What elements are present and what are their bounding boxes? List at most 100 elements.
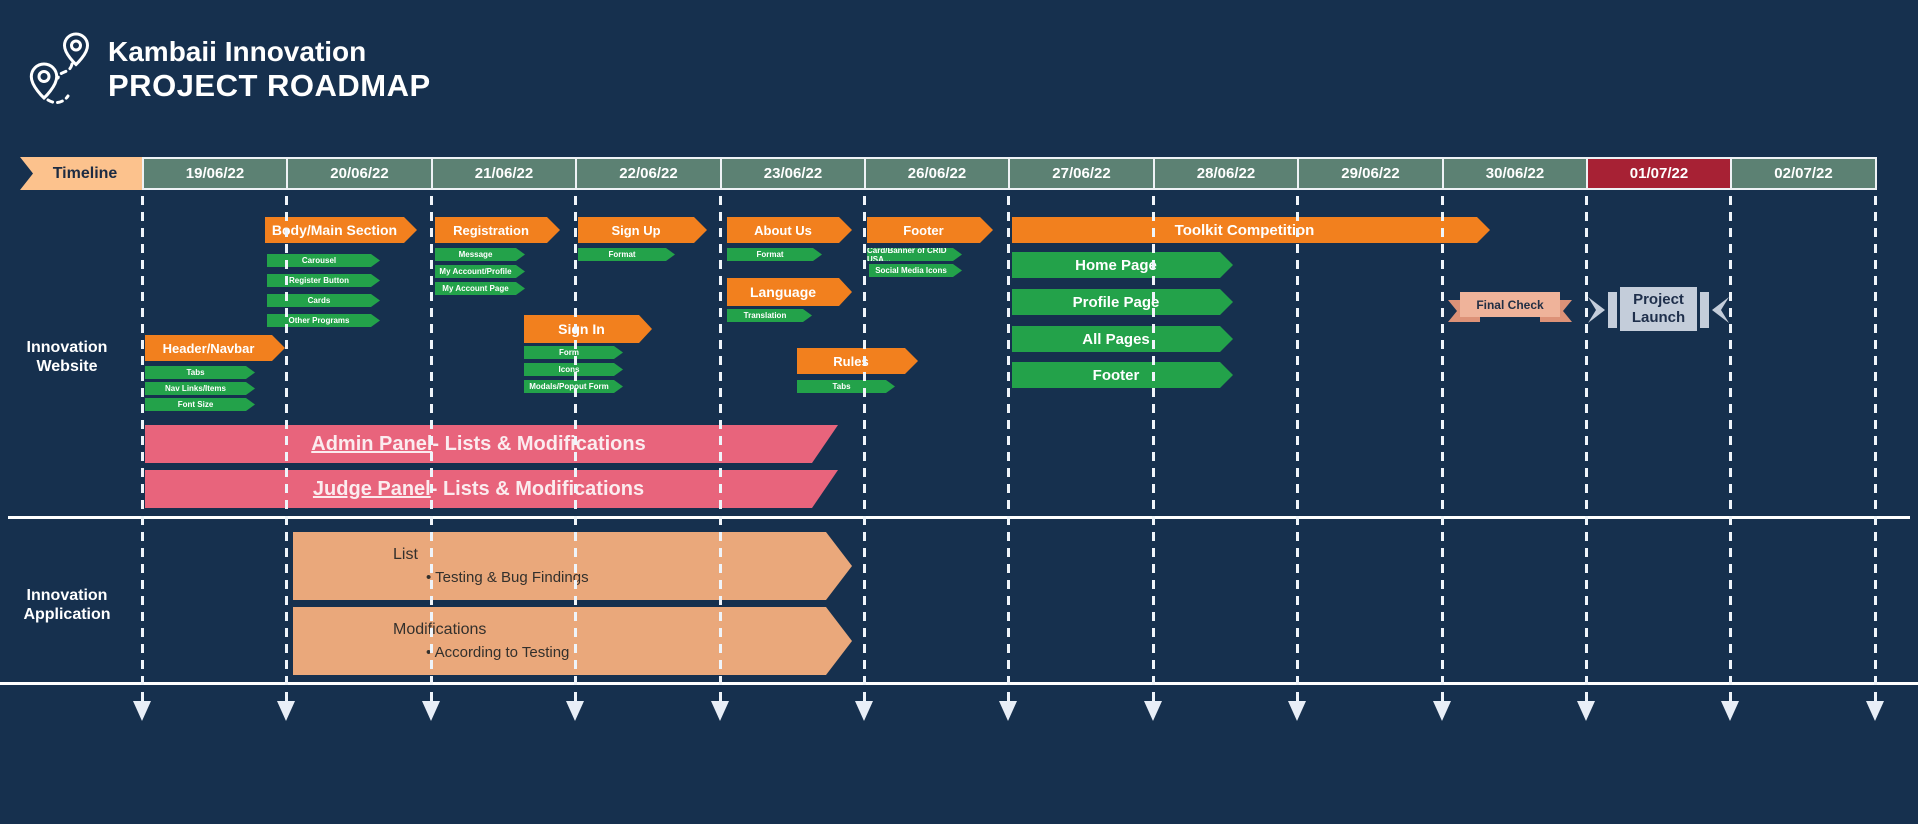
task-bar-sign-up: Sign Up xyxy=(578,217,707,243)
grid-arrow-down-icon xyxy=(1577,701,1595,721)
milestone-final-check: Final Check xyxy=(1460,292,1560,317)
judge-panel-label: Judge Panel xyxy=(312,477,431,500)
subtask-bar-card-banner: Card/Banner of CRID USA... xyxy=(867,248,962,261)
date-cell-20-06: 20/06/22 xyxy=(286,157,433,190)
project-launch-bar-right xyxy=(1700,292,1709,328)
task-bar-registration: Registration xyxy=(435,217,560,243)
date-cell-30-06: 30/06/22 xyxy=(1442,157,1588,190)
subtask-bar-profile-page: Profile Page xyxy=(1012,289,1233,315)
section-label-innovation-application: Innovation Application xyxy=(8,586,126,624)
project-launch-arrow-right-icon xyxy=(1712,297,1729,323)
grid-dashed-line xyxy=(1440,196,1444,702)
page-title-line1: Kambaii Innovation xyxy=(108,36,367,67)
admin-panel-suffix: - Lists & Modifications xyxy=(432,432,646,455)
task-bar-header-navbar: Header/Navbar xyxy=(145,335,285,361)
grid-arrow-down-icon xyxy=(133,701,151,721)
app-bar-bullet: • Testing & Bug Findings xyxy=(426,569,589,586)
page-title-line2: PROJECT ROADMAP xyxy=(108,68,431,103)
grid-dashed-line xyxy=(1151,196,1155,702)
subtask-bar-cards: Cards xyxy=(267,294,380,307)
section-label-line: Innovation xyxy=(26,339,108,356)
section-divider-line xyxy=(8,516,1910,519)
grid-arrow-down-icon xyxy=(855,701,873,721)
grid-arrow-down-icon xyxy=(1288,701,1306,721)
admin-panel-label: Admin Panel xyxy=(311,432,433,455)
bottom-axis-line xyxy=(0,682,1918,685)
task-bar-toolkit-competition: Toolkit Competition xyxy=(1012,217,1490,243)
date-cell-23-06: 23/06/22 xyxy=(720,157,866,190)
subtask-bar-register-button: Register Button xyxy=(267,274,380,287)
grid-dashed-line xyxy=(1295,196,1299,702)
subtask-bar-home-page: Home Page xyxy=(1012,252,1233,278)
subtask-bar-other-programs: Other Programs xyxy=(267,314,380,327)
grid-arrow-down-icon xyxy=(1433,701,1451,721)
project-launch-bar-left xyxy=(1608,292,1617,328)
project-launch-line1: Project xyxy=(1633,291,1684,308)
date-cell-22-06: 22/06/22 xyxy=(575,157,722,190)
task-bar-admin-panel: Admin Panel - Lists & Modifications xyxy=(145,425,838,463)
grid-arrow-down-icon xyxy=(999,701,1017,721)
app-bar-title: Modifications xyxy=(393,621,487,638)
app-bar-title: List xyxy=(393,546,418,563)
task-bar-about-us: About Us xyxy=(727,217,852,243)
judge-panel-suffix: - Lists & Modifications xyxy=(430,477,645,500)
subtask-bar-rules-tabs: Tabs xyxy=(797,380,895,393)
logo-pins-icon xyxy=(26,30,98,106)
task-bar-footer: Footer xyxy=(867,217,993,243)
date-cell-01-07-highlighted: 01/07/22 xyxy=(1586,157,1732,190)
grid-dashed-line xyxy=(1728,196,1732,702)
task-bar-language: Language xyxy=(727,278,852,306)
section-label-line: Innovation xyxy=(26,587,108,604)
grid-arrow-down-icon xyxy=(1721,701,1739,721)
subtask-bar-my-account-page: My Account Page xyxy=(435,282,525,295)
subtask-bar-about-us-format: Format xyxy=(727,248,822,261)
app-bar-bullet: • According to Testing xyxy=(426,644,570,661)
project-launch-line2: Launch xyxy=(1631,309,1686,326)
subtask-bar-translation: Translation xyxy=(727,309,812,322)
grid-dashed-line xyxy=(1006,196,1010,702)
date-cell-21-06: 21/06/22 xyxy=(431,157,577,190)
subtask-bar-sign-up-format: Format xyxy=(578,248,675,261)
date-cell-29-06: 29/06/22 xyxy=(1297,157,1444,190)
grid-dashed-line xyxy=(429,196,433,702)
task-bar-judge-panel: Judge Panel - Lists & Modifications xyxy=(145,470,838,508)
task-bar-body-main-section: Body/Main Section xyxy=(265,217,417,243)
subtask-bar-message: Message xyxy=(435,248,525,261)
milestone-project-launch: Project Launch xyxy=(1620,287,1697,331)
grid-dashed-line xyxy=(284,196,288,702)
page-title: Kambaii Innovation PROJECT ROADMAP xyxy=(108,36,431,104)
date-cell-19-06: 19/06/22 xyxy=(142,157,288,190)
task-bar-sign-in: Sign In xyxy=(524,315,652,343)
grid-dashed-line xyxy=(573,196,577,702)
subtask-bar-font-size: Font Size xyxy=(145,398,255,411)
grid-arrow-down-icon xyxy=(1144,701,1162,721)
section-label-line: Application xyxy=(23,606,111,623)
grid-arrow-down-icon xyxy=(711,701,729,721)
date-cell-27-06: 27/06/22 xyxy=(1008,157,1155,190)
grid-dashed-line xyxy=(1873,196,1877,702)
date-cell-28-06: 28/06/22 xyxy=(1153,157,1299,190)
date-cell-02-07: 02/07/22 xyxy=(1730,157,1877,190)
grid-arrow-down-icon xyxy=(566,701,584,721)
grid-dashed-line xyxy=(140,196,144,702)
task-bar-modifications: Modifications • According to Testing xyxy=(293,607,852,675)
grid-arrow-down-icon xyxy=(422,701,440,721)
date-cell-26-06: 26/06/22 xyxy=(864,157,1010,190)
grid-arrow-down-icon xyxy=(1866,701,1884,721)
subtask-bar-all-pages: All Pages xyxy=(1012,326,1233,352)
grid-dashed-line xyxy=(1584,196,1588,702)
subtask-bar-social-media-icons: Social Media Icons xyxy=(869,264,962,277)
subtask-bar-nav-links-items: Nav Links/Items xyxy=(145,382,255,395)
subtask-bar-my-account-profile: My Account/Profile xyxy=(435,265,525,278)
task-bar-rules: Rules xyxy=(797,348,918,374)
grid-dashed-line xyxy=(718,196,722,702)
grid-dashed-line xyxy=(862,196,866,702)
task-bar-list-testing: List • Testing & Bug Findings xyxy=(293,532,852,600)
subtask-bar-tabs: Tabs xyxy=(145,366,255,379)
section-label-line: Website xyxy=(36,358,98,375)
grid-arrow-down-icon xyxy=(277,701,295,721)
subtask-bar-toolkit-footer: Footer xyxy=(1012,362,1233,388)
subtask-bar-carousel: Carousel xyxy=(267,254,380,267)
project-launch-arrow-left-icon xyxy=(1588,297,1605,323)
